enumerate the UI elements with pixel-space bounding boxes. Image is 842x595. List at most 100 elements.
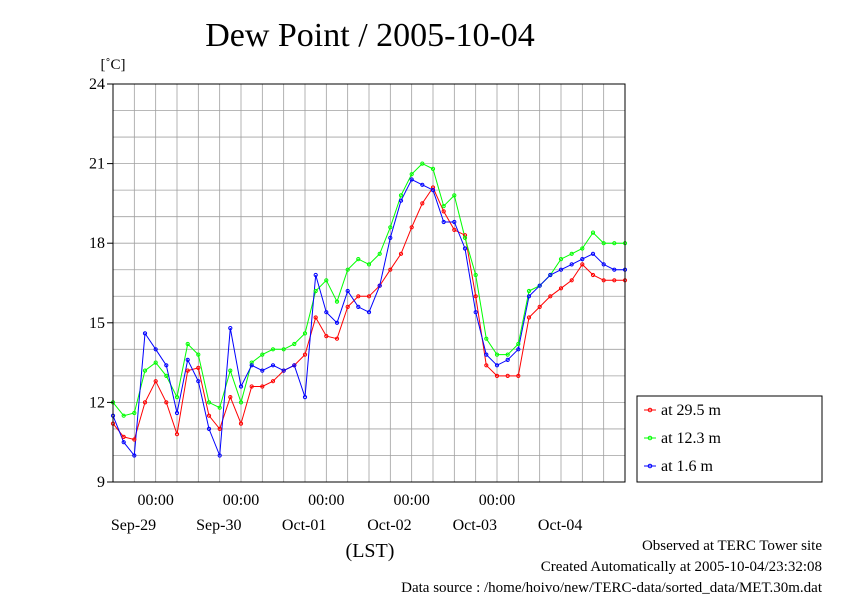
series-3-point	[452, 219, 457, 225]
series-3-point	[548, 272, 553, 278]
series-2-point	[153, 360, 158, 365]
series-1-point	[238, 421, 244, 426]
series-2-point	[494, 352, 500, 357]
series-3-point	[238, 384, 244, 389]
series-3-point	[292, 363, 297, 368]
series-2-point	[249, 360, 254, 365]
y-axis-ticks: 9 12 15 18 21 24	[89, 76, 113, 491]
y-axis-label: [˚C]	[101, 57, 126, 73]
legend-box	[636, 395, 823, 483]
series-1-point	[473, 294, 478, 299]
series-1-point	[206, 413, 212, 418]
series-2-point	[601, 241, 606, 246]
series-3-point	[334, 320, 340, 325]
x-tick-date-label: Oct-03	[453, 517, 497, 534]
series-3-point	[462, 246, 468, 251]
series-2-point	[558, 257, 564, 262]
series-2-point	[590, 230, 596, 235]
series-1-point	[164, 400, 169, 405]
series-3-point	[441, 219, 446, 225]
series-3-point	[196, 379, 201, 384]
series-1-point	[260, 384, 265, 389]
series-3-point	[473, 310, 478, 315]
series-lines	[112, 162, 625, 457]
legend-marker	[647, 407, 653, 413]
series-1-point	[409, 225, 414, 230]
y-tick-label: 15	[89, 315, 105, 332]
x-tick-date-label: Oct-01	[282, 517, 326, 534]
series-3-point	[132, 453, 137, 458]
series-3-point	[164, 363, 169, 368]
series-1-point	[366, 294, 372, 299]
series-1-point	[590, 272, 596, 278]
series-1-point	[430, 185, 436, 190]
grid-lines	[113, 84, 625, 482]
series-1-point	[132, 437, 137, 442]
series-3-point	[377, 283, 382, 288]
series-2-point	[121, 413, 126, 418]
x-tick-time-label: 00:00	[223, 492, 259, 509]
series-3-point	[313, 272, 318, 278]
series-2-point	[281, 347, 286, 352]
series-2-point	[398, 193, 404, 198]
series-1-point	[398, 251, 404, 256]
series-2-point	[142, 368, 148, 373]
series-1-point	[505, 373, 510, 378]
series-2-point	[345, 267, 350, 272]
series-2-point	[260, 352, 265, 357]
series-1-point	[249, 384, 254, 389]
series-2-point	[324, 278, 329, 283]
series-3-point	[516, 347, 521, 352]
x-axis-ticks: 00:00 00:00 00:00 00:00 00:00 Sep-29 Sep-30 Oct…	[111, 492, 583, 534]
series-1-point	[302, 352, 308, 357]
series-3-point	[324, 310, 329, 315]
series-line-3	[112, 178, 625, 457]
series-1-point	[228, 395, 233, 400]
series-2-point	[377, 251, 382, 256]
series-2-point	[238, 400, 244, 405]
series-2-point	[462, 235, 468, 240]
series-3-point	[484, 352, 489, 357]
series-1-point	[270, 379, 276, 384]
series-2-point	[484, 336, 489, 341]
series-3-point	[302, 395, 308, 400]
series-3-point	[217, 453, 222, 458]
series-2-point	[505, 352, 510, 357]
series-1-point	[153, 379, 158, 384]
series-1-point	[441, 209, 446, 214]
x-tick-date-label: Oct-04	[538, 517, 582, 534]
legend-marker	[647, 463, 653, 469]
series-3-point	[494, 363, 500, 368]
series-1-point	[324, 334, 329, 339]
x-tick-time-label: 00:00	[308, 492, 344, 509]
series-2-point	[292, 341, 297, 347]
series-1-point	[569, 278, 574, 283]
series-1-point	[185, 368, 190, 373]
x-tick-date-label: Sep-30	[196, 517, 241, 534]
y-tick-label: 21	[89, 156, 105, 173]
series-2-point	[356, 257, 361, 262]
legend-label: at 1.6 m	[661, 458, 714, 475]
series-3-point	[409, 177, 414, 182]
series-3-point	[153, 347, 158, 352]
series-2-point	[430, 166, 436, 171]
series-2-point	[409, 172, 414, 177]
series-2-point	[441, 204, 446, 209]
series-2-point	[334, 299, 340, 304]
y-tick-label: 18	[89, 235, 105, 252]
series-2-point	[473, 272, 478, 278]
series-1-point	[388, 267, 393, 272]
series-2-point	[569, 251, 574, 256]
series-3-point	[206, 426, 212, 431]
series-2-point	[185, 341, 190, 347]
series-2-point	[174, 395, 180, 400]
series-2-point	[132, 410, 137, 416]
series-1-point	[420, 201, 425, 206]
series-3-point	[388, 235, 393, 240]
series-2-point	[302, 331, 308, 336]
series-2-point	[313, 288, 318, 294]
series-3-point	[174, 410, 180, 416]
series-3-point	[430, 188, 436, 193]
series-3-point	[121, 440, 126, 445]
series-3-point	[590, 251, 596, 256]
